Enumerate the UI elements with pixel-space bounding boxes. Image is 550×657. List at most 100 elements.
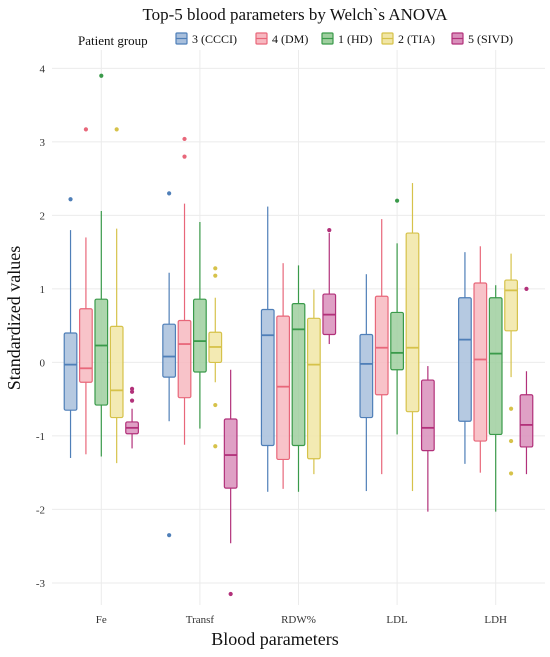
y-axis-ticks: -3 -2 -1 0 1 2 3 4 (36, 63, 46, 590)
x-tick-label: LDH (484, 614, 507, 626)
outlier-point (213, 444, 218, 449)
outlier-point (182, 154, 187, 159)
legend: Patient group 3 (CCCI) 4 (DM) 1 (HD) 2 (TIA… (78, 32, 513, 48)
outlier-point (327, 227, 332, 233)
box-Transf-3 (208, 266, 223, 449)
box-RDW%-3 (306, 289, 321, 475)
outlier-point (129, 389, 135, 394)
box-LDH-1 (473, 246, 488, 473)
box-body (390, 311, 405, 371)
y-tick-label: 4 (40, 63, 46, 75)
y-tick-label: 0 (40, 357, 46, 369)
legend-label: 1 (HD) (338, 32, 372, 46)
box-body (504, 279, 518, 332)
outlier-point (114, 127, 119, 132)
x-tick-label: LDL (386, 614, 408, 626)
legend-item: 2 (TIA) (381, 32, 435, 46)
box-Transf-1 (177, 136, 192, 445)
legend-item: 4 (DM) (255, 32, 308, 46)
box-body (359, 333, 374, 419)
box-body (291, 303, 306, 447)
outlier-point (508, 438, 514, 444)
box-LDL-4 (420, 366, 435, 512)
box-body (94, 298, 109, 406)
y-tick-label: 3 (40, 137, 46, 149)
legend-label: 3 (CCCI) (192, 32, 237, 46)
box-body (63, 332, 78, 411)
boxes (63, 73, 534, 597)
box-Transf-2 (192, 222, 207, 429)
box-LDH-4 (519, 286, 534, 475)
box-body (192, 298, 207, 373)
y-tick-label: 1 (40, 284, 46, 296)
outlier-point (508, 471, 514, 476)
x-axis-ticks: Fe Transf RDW% LDL LDH (96, 614, 507, 626)
box-Fe-4 (125, 386, 139, 449)
box-LDL-0 (359, 274, 374, 492)
box-LDH-0 (458, 252, 472, 464)
x-axis-label: Blood parameters (211, 629, 338, 649)
box-RDW%-4 (322, 227, 337, 345)
outlier-point (213, 266, 218, 271)
legend-item: 5 (SIVD) (451, 32, 513, 46)
box-Transf-0 (162, 191, 177, 538)
legend-label: 4 (DM) (272, 32, 308, 46)
legend-label: 2 (TIA) (398, 32, 435, 46)
box-body (473, 282, 488, 442)
box-body (519, 394, 534, 448)
box-RDW%-1 (276, 263, 291, 489)
y-tick-label: 2 (40, 210, 46, 222)
legend-label: 5 (SIVD) (468, 32, 513, 46)
box-LDL-2 (390, 198, 405, 435)
box-RDW%-2 (291, 265, 306, 492)
box-body (405, 232, 420, 413)
outlier-point (83, 127, 89, 132)
box-RDW%-0 (260, 206, 275, 492)
chart-title: Top-5 blood parameters by Welch`s ANOVA (142, 5, 448, 24)
y-tick-label: -3 (36, 578, 46, 590)
outlier-point (228, 591, 233, 597)
box-body (79, 308, 93, 383)
box-LDL-3 (405, 183, 420, 492)
legend-item: 3 (CCCI) (175, 32, 237, 46)
outlier-point (99, 73, 104, 78)
outlier-point (524, 286, 529, 292)
outlier-point (508, 406, 514, 411)
box-body (109, 325, 124, 419)
box-body (458, 297, 472, 422)
x-tick-label: Transf (186, 614, 215, 626)
box-Fe-2 (94, 73, 109, 457)
box-Fe-3 (109, 127, 124, 464)
outlier-point (395, 198, 400, 203)
box-body (177, 319, 192, 399)
legend-title: Patient group (78, 33, 148, 48)
box-Fe-0 (63, 197, 78, 458)
outlier-point (68, 197, 73, 202)
outlier-point (213, 402, 218, 408)
outlier-point (167, 533, 172, 538)
legend-item: 1 (HD) (321, 32, 372, 46)
box-LDH-2 (488, 285, 503, 512)
y-tick-label: -2 (36, 504, 45, 516)
box-body (162, 323, 177, 378)
outlier-point (213, 273, 218, 278)
box-body (374, 295, 389, 396)
box-body (488, 297, 503, 436)
box-body (420, 379, 435, 452)
box-LDL-1 (374, 219, 389, 475)
box-body (276, 315, 291, 461)
box-body (223, 418, 238, 489)
y-axis-label: Standardized values (4, 246, 24, 390)
box-LDH-3 (504, 253, 518, 476)
outlier-point (167, 191, 172, 196)
outlier-point (129, 386, 135, 391)
box-body (260, 308, 275, 447)
box-body (306, 317, 321, 460)
x-tick-label: RDW% (281, 614, 316, 626)
box-Fe-1 (79, 127, 93, 455)
y-tick-label: -1 (36, 431, 45, 443)
box-Transf-4 (223, 369, 238, 597)
x-tick-label: Fe (96, 614, 107, 626)
